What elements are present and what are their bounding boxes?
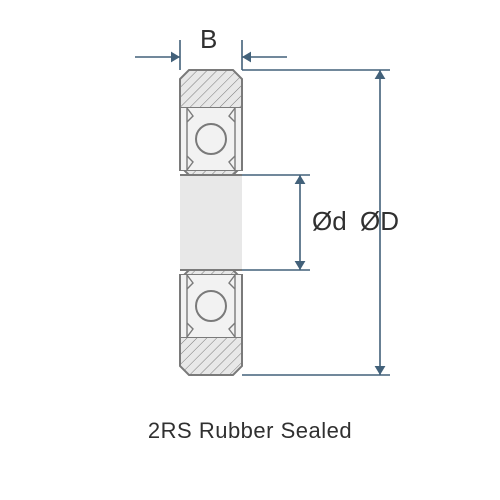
width-label: B xyxy=(200,24,217,54)
inner-dia-label: Ød xyxy=(312,206,347,236)
diagram-canvas: B Ød ØD 2RS Rubber Sealed xyxy=(0,0,500,500)
outer-dia-label: ØD xyxy=(360,206,399,236)
caption: 2RS Rubber Sealed xyxy=(0,418,500,444)
